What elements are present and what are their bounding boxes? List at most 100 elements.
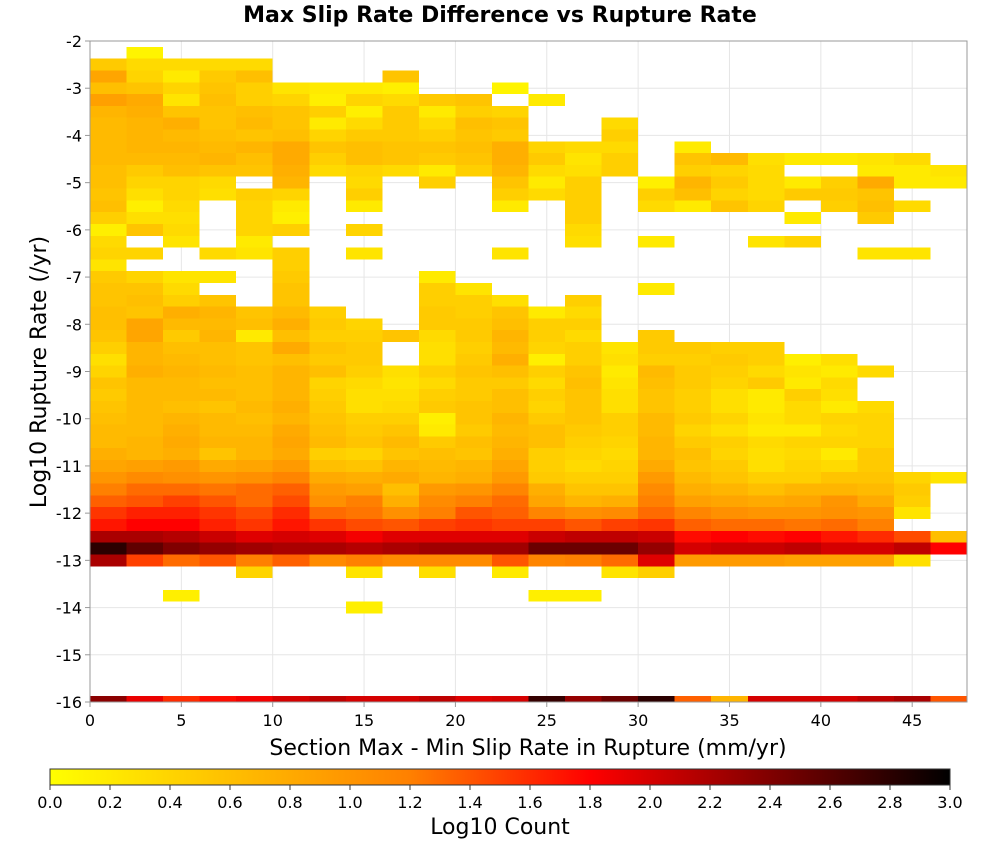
heatmap-cell: [711, 696, 748, 702]
heatmap-cell: [163, 353, 200, 366]
heatmap-cell: [309, 353, 346, 366]
heatmap-cell: [565, 141, 602, 154]
y-tick-label: -13: [56, 551, 82, 570]
heatmap-cell: [747, 448, 785, 461]
heatmap-cell: [784, 436, 821, 449]
heatmap-cell: [272, 401, 310, 413]
heatmap-cell: [90, 129, 127, 142]
heatmap-cell: [126, 471, 164, 484]
heatmap-cell: [601, 696, 639, 702]
heatmap-cell: [565, 353, 602, 366]
heatmap-cell: [236, 188, 273, 201]
heatmap-cell: [601, 129, 639, 142]
heatmap-cell: [455, 282, 492, 295]
heatmap-cell: [784, 212, 821, 224]
heatmap-cell: [163, 235, 200, 248]
heatmap-cell: [236, 566, 273, 579]
heatmap-cell: [272, 696, 310, 702]
heatmap-cell: [236, 212, 273, 224]
heatmap-cell: [309, 377, 346, 390]
heatmap-cell: [747, 365, 785, 378]
heatmap-cell: [272, 554, 310, 567]
heatmap-cell: [565, 495, 602, 508]
heatmap-cell: [565, 471, 602, 484]
y-tick-label: -8: [66, 315, 82, 334]
heatmap-cell: [857, 448, 894, 461]
heatmap-cell: [199, 495, 237, 508]
heatmap-cell: [784, 460, 821, 472]
heatmap-cell: [199, 247, 237, 260]
heatmap-cell: [90, 460, 127, 472]
heatmap-cell: [382, 448, 419, 461]
heatmap-cell: [345, 141, 383, 154]
heatmap-cell: [345, 117, 383, 130]
heatmap-cell: [711, 188, 748, 201]
heatmap-cell: [528, 554, 566, 567]
heatmap-cell: [382, 365, 419, 378]
heatmap-cell: [784, 424, 821, 437]
heatmap-cell: [674, 389, 712, 402]
heatmap-cell: [711, 471, 748, 484]
heatmap-cell: [126, 530, 164, 543]
heatmap-cell: [199, 153, 237, 165]
heatmap-cell: [126, 696, 164, 702]
heatmap-cell: [565, 294, 602, 307]
heatmap-cell: [199, 188, 237, 201]
heatmap-cell: [199, 471, 237, 484]
heatmap-cell: [382, 530, 419, 543]
heatmap-cell: [711, 483, 748, 496]
heatmap-cell: [163, 412, 200, 425]
heatmap-cell: [309, 495, 346, 508]
heatmap-cell: [491, 412, 529, 425]
heatmap-cell: [784, 542, 821, 555]
heatmap-cell: [382, 554, 419, 567]
heatmap-cell: [90, 58, 127, 71]
heatmap-cell: [345, 353, 383, 366]
heatmap-cell: [382, 696, 419, 702]
colorbar-tick-label: 2.8: [877, 793, 902, 812]
heatmap-cell: [163, 519, 200, 531]
heatmap-cell: [199, 436, 237, 449]
heatmap-cell: [163, 176, 200, 189]
colorbar-tick-label: 0.4: [157, 793, 182, 812]
heatmap-cell: [236, 247, 273, 260]
heatmap-cell: [565, 200, 602, 213]
heatmap-cell: [893, 495, 931, 508]
heatmap-cell: [90, 271, 127, 283]
heatmap-cell: [126, 105, 164, 118]
heatmap-cell: [784, 495, 821, 508]
heatmap-cell: [747, 483, 785, 496]
heatmap-cell: [491, 129, 529, 142]
heatmap-cell: [674, 341, 712, 354]
heatmap-cell: [528, 341, 566, 354]
heatmap-cell: [528, 519, 566, 531]
heatmap-cell: [565, 318, 602, 331]
heatmap-cell: [528, 495, 566, 508]
heatmap-cell: [309, 436, 346, 449]
heatmap-cell: [199, 530, 237, 543]
heatmap-cell: [163, 223, 200, 236]
heatmap-cell: [90, 330, 127, 342]
heatmap-cell: [857, 424, 894, 437]
heatmap-cell: [455, 389, 492, 402]
heatmap-cell: [565, 507, 602, 520]
heatmap-cell: [345, 330, 383, 342]
heatmap-cell: [382, 117, 419, 130]
heatmap-cell: [820, 519, 858, 531]
y-tick-label: -7: [66, 268, 82, 287]
heatmap-cell: [309, 164, 346, 177]
heatmap-cell: [528, 94, 566, 106]
heatmap-cell: [272, 176, 310, 189]
heatmap-cell: [747, 389, 785, 402]
heatmap-cell: [272, 460, 310, 472]
heatmap-cell: [126, 377, 164, 390]
heatmap-cell: [565, 235, 602, 248]
heatmap-cell: [565, 448, 602, 461]
heatmap-cell: [199, 460, 237, 472]
heatmap-cell: [272, 341, 310, 354]
heatmap-cell: [491, 460, 529, 472]
heatmap-cell: [491, 424, 529, 437]
heatmap-cell: [601, 401, 639, 413]
heatmap-cell: [309, 82, 346, 95]
heatmap-cell: [638, 448, 675, 461]
